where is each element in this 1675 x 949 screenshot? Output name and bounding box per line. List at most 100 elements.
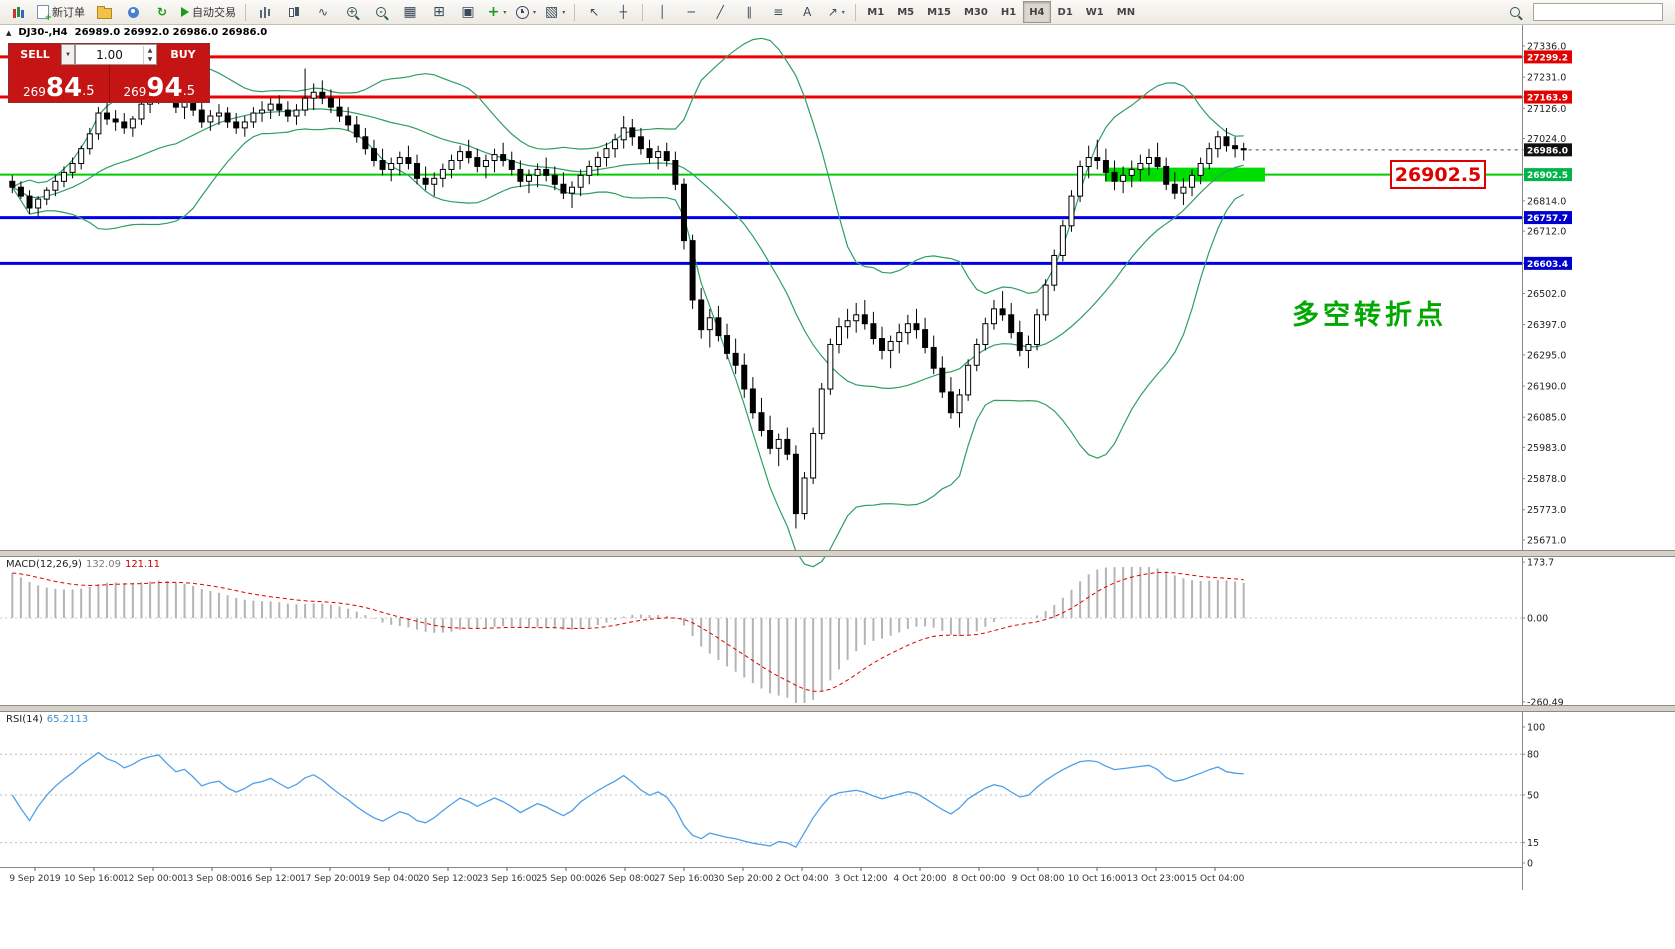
clock-icon: [516, 5, 529, 19]
one-click-trading-panel: SELL ▼ 1.00 ▲ ▼ BUY 269 84 .5 269 94 .5: [8, 43, 210, 103]
horizontal-line-icon: ─: [687, 5, 695, 19]
macd-name: MACD(12,26,9): [6, 559, 82, 570]
svg-text:27231.0: 27231.0: [1527, 73, 1566, 84]
symbol-timeframe-label: DJ30-,H4: [18, 27, 68, 38]
svg-text:30 Sep 20:00: 30 Sep 20:00: [713, 874, 773, 884]
autotrade-button[interactable]: 自动交易: [177, 1, 240, 23]
sell-button[interactable]: SELL: [9, 44, 61, 65]
timeframe-H1[interactable]: H1: [1000, 6, 1017, 18]
grid-button[interactable]: ▦: [396, 1, 424, 23]
svg-text:27299.2: 27299.2: [1527, 53, 1568, 63]
price-level-tag[interactable]: 26902.5: [1390, 160, 1486, 189]
timeframe-group: M1 M5 M15 M30 H1 H4 D1 W1 MN: [861, 1, 1141, 23]
tile-windows-button[interactable]: ⊞: [425, 1, 453, 23]
text-tool-button[interactable]: A: [793, 1, 821, 23]
svg-text:9 Oct 08:00: 9 Oct 08:00: [1012, 874, 1065, 884]
panel-resize-separator[interactable]: [0, 705, 1675, 712]
templates-button[interactable]: ▧ ▾: [541, 1, 569, 23]
periods-button[interactable]: ▾: [512, 1, 540, 23]
svg-text:26814.0: 26814.0: [1527, 196, 1566, 207]
timeframe-M1[interactable]: M1: [867, 6, 885, 18]
candlestick-chart-button[interactable]: [280, 1, 308, 23]
lot-size-field[interactable]: 1.00 ▲ ▼: [75, 44, 157, 65]
timeframe-M15[interactable]: M15: [927, 6, 951, 18]
vertical-line-button[interactable]: │: [648, 1, 676, 23]
profile-button[interactable]: [119, 1, 147, 23]
chevron-down-icon: ▾: [533, 8, 537, 16]
toolbar: 新订单 ↻ 自动交易 ∿ + - ▦ ⊞ ▣ +▾ ▾ ▧▾ ↖ ┼ │ ─ ╱…: [0, 0, 1675, 25]
horizontal-line-button[interactable]: ─: [677, 1, 705, 23]
stepper-down-icon[interactable]: ▼: [147, 55, 153, 63]
search-input[interactable]: [1533, 3, 1663, 21]
zoom-out-button[interactable]: -: [367, 1, 395, 23]
svg-text:26902.5: 26902.5: [1527, 171, 1568, 181]
search-button[interactable]: [1501, 1, 1529, 23]
sell-price-display[interactable]: 269 84 .5: [9, 65, 109, 102]
svg-text:13 Sep 08:00: 13 Sep 08:00: [182, 874, 242, 884]
lot-stepper[interactable]: ▲ ▼: [143, 45, 156, 64]
timeframe-D1[interactable]: D1: [1057, 6, 1073, 18]
cursor-button[interactable]: ↖: [580, 1, 608, 23]
zoom-in-button[interactable]: +: [338, 1, 366, 23]
arrows-tool-button[interactable]: ↗ ▾: [822, 1, 850, 23]
indicators-button[interactable]: + ▾: [483, 1, 511, 23]
tile-windows-icon: ⊞: [433, 4, 445, 20]
buy-price-display[interactable]: 269 94 .5: [108, 65, 209, 102]
svg-text:25671.0: 25671.0: [1527, 536, 1566, 547]
timeframe-W1[interactable]: W1: [1085, 6, 1104, 18]
svg-text:26502.0: 26502.0: [1527, 289, 1566, 300]
timeframe-M5[interactable]: M5: [897, 6, 915, 18]
svg-text:20 Sep 12:00: 20 Sep 12:00: [418, 874, 478, 884]
play-icon: [181, 7, 189, 17]
buy-price-frac: .5: [182, 84, 195, 99]
bar-chart-button[interactable]: [251, 1, 279, 23]
svg-text:27126.0: 27126.0: [1527, 104, 1566, 115]
svg-text:2 Oct 04:00: 2 Oct 04:00: [776, 874, 829, 884]
new-order-icon: [37, 5, 52, 23]
toolbar-separator: [245, 3, 246, 21]
new-order-button[interactable]: 新订单: [33, 1, 89, 23]
app-chart-button[interactable]: [4, 1, 32, 23]
svg-text:26 Sep 08:00: 26 Sep 08:00: [595, 874, 655, 884]
autotrade-label: 自动交易: [192, 6, 236, 19]
trendline-button[interactable]: ╱: [706, 1, 734, 23]
charts-folder-button[interactable]: [90, 1, 118, 23]
lot-dropdown-button[interactable]: ▼: [61, 44, 75, 65]
macd-indicator-label: MACD(12,26,9) 132.09 121.11: [6, 559, 160, 570]
refresh-button[interactable]: ↻: [148, 1, 176, 23]
cascade-windows-button[interactable]: ▣: [454, 1, 482, 23]
svg-text:100: 100: [1527, 723, 1545, 734]
panel-collapse-icon[interactable]: ▲: [6, 28, 12, 37]
fibonacci-button[interactable]: ≡: [764, 1, 792, 23]
svg-text:10 Oct 16:00: 10 Oct 16:00: [1068, 874, 1127, 884]
stepper-up-icon[interactable]: ▲: [147, 46, 153, 54]
timeframe-H4[interactable]: H4: [1023, 1, 1051, 23]
folder-icon: [96, 6, 112, 19]
line-chart-icon: ∿: [317, 5, 329, 19]
svg-text:25983.0: 25983.0: [1527, 443, 1566, 454]
svg-text:15: 15: [1527, 838, 1539, 849]
channel-icon: ∥: [746, 5, 753, 19]
channel-button[interactable]: ∥: [735, 1, 763, 23]
bar-chart-icon: [259, 6, 271, 18]
panel-resize-separator[interactable]: [0, 550, 1675, 557]
buy-button[interactable]: BUY: [157, 44, 209, 65]
toolbar-separator: [855, 3, 857, 21]
crosshair-button[interactable]: ┼: [609, 1, 637, 23]
svg-text:50: 50: [1527, 791, 1539, 802]
svg-text:27 Sep 16:00: 27 Sep 16:00: [654, 874, 714, 884]
macd-main-value: 132.09: [85, 559, 121, 570]
svg-text:12 Sep 00:00: 12 Sep 00:00: [123, 874, 183, 884]
line-chart-button[interactable]: ∿: [309, 1, 337, 23]
sell-price-prefix: 269: [23, 84, 46, 99]
svg-text:4 Oct 20:00: 4 Oct 20:00: [894, 874, 947, 884]
timeframe-M30[interactable]: M30: [963, 6, 988, 18]
add-indicator-icon: +: [487, 4, 500, 20]
cursor-icon: ↖: [589, 5, 600, 19]
ohlc-values: 26989.0 26992.0 26986.0 26986.0: [74, 27, 268, 38]
timeframe-MN[interactable]: MN: [1116, 6, 1136, 18]
svg-text:26190.0: 26190.0: [1527, 382, 1566, 393]
svg-text:23 Sep 16:00: 23 Sep 16:00: [477, 874, 537, 884]
rsi-name: RSI(14): [6, 714, 43, 725]
